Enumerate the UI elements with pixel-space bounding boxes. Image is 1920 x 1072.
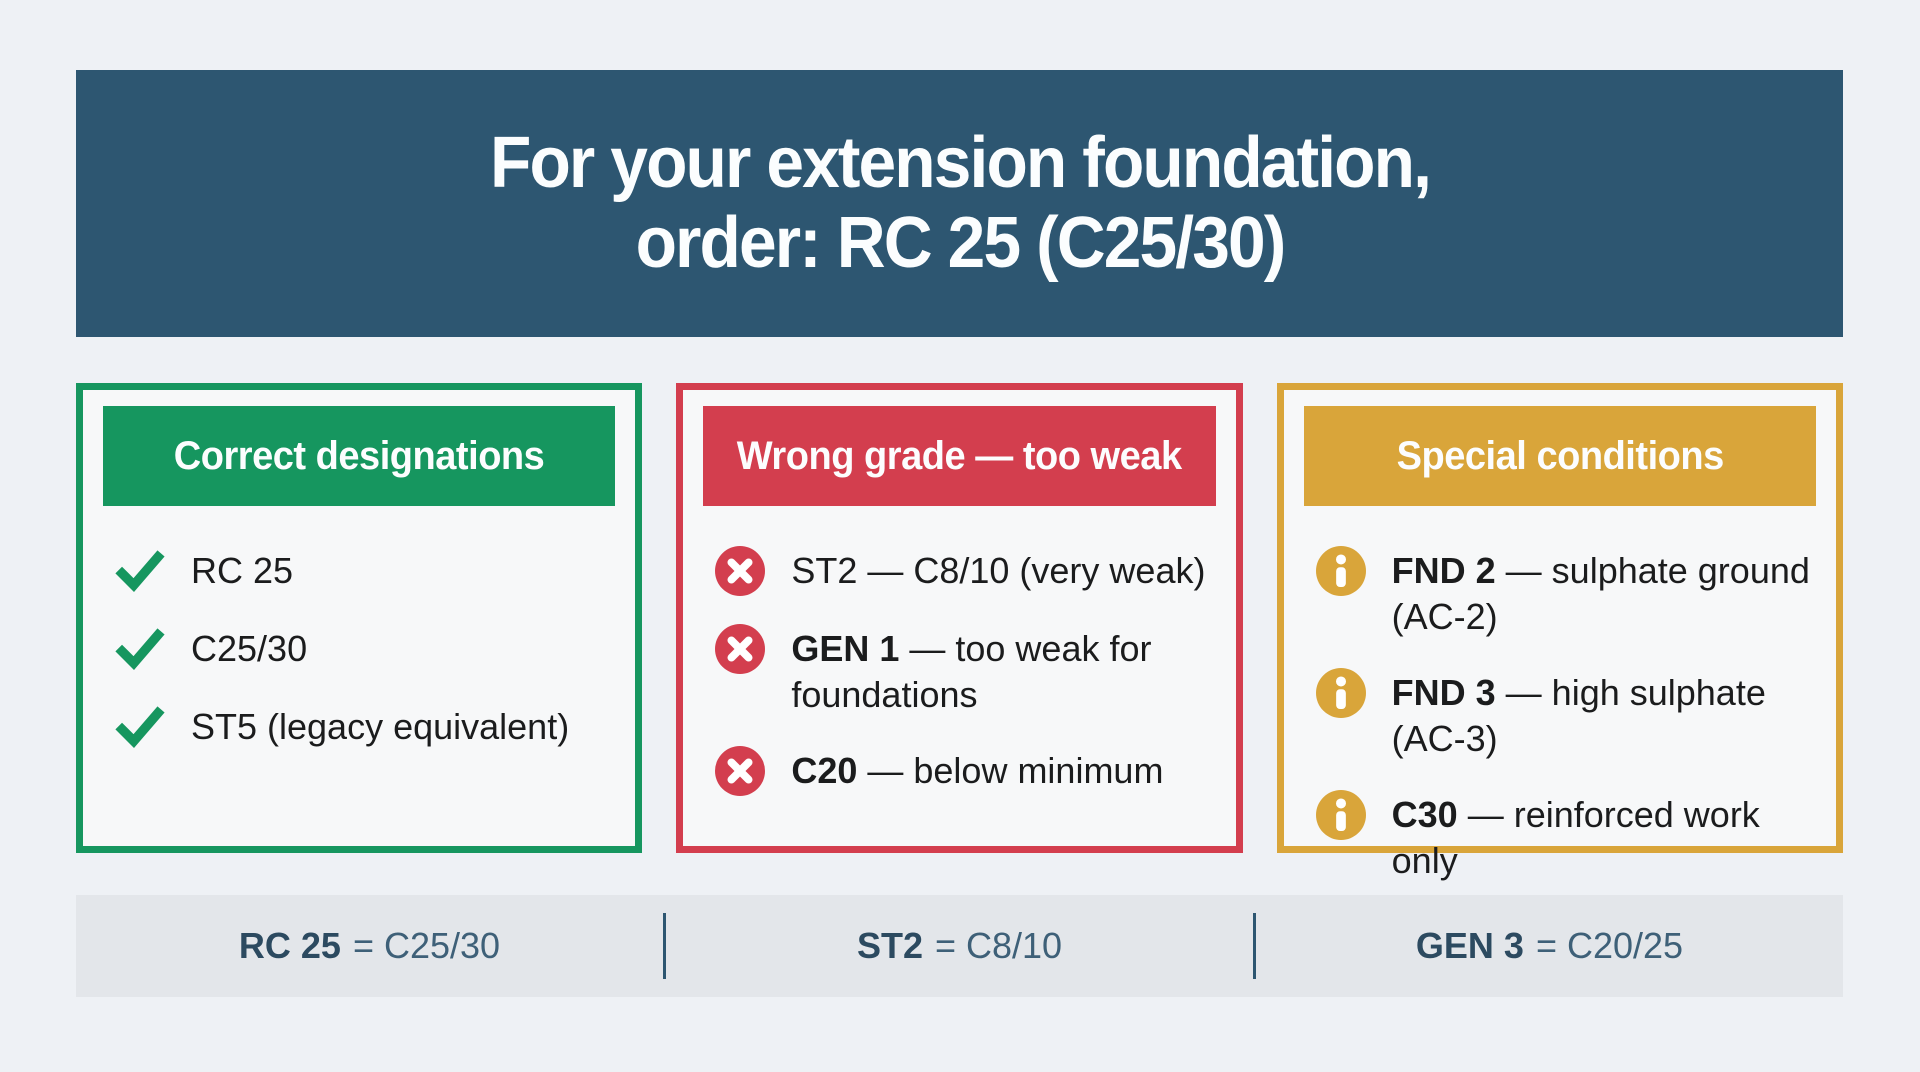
- card-wrong-header-label: Wrong grade — too weak: [737, 433, 1182, 478]
- item-label: C20 — below minimum: [791, 748, 1163, 794]
- page-title: For your extension foundation, order: RC…: [489, 123, 1432, 283]
- card-wrong-header: Wrong grade — too weak: [703, 406, 1216, 506]
- card-special-conditions: Special conditions FND 2 — sulphate grou…: [1276, 383, 1843, 881]
- list-item: GEN 1 — too weak for foundations: [715, 624, 1213, 718]
- equivalence-rc25: RC 25 = C25/30: [76, 895, 663, 997]
- info-icon: [1315, 790, 1366, 840]
- cross-icon: [715, 746, 766, 796]
- item-label: FND 3 — high sulphate (AC-3): [1392, 670, 1814, 762]
- check-icon: [115, 546, 165, 596]
- card-correct-header: Correct designations: [103, 406, 616, 506]
- item-text: — reinforced work only: [1391, 794, 1760, 881]
- item-term: C20: [791, 750, 858, 791]
- cross-icon: [715, 624, 766, 674]
- item-label: ST2 — C8/10 (very weak): [791, 548, 1205, 594]
- equivalence-value: = C25/30: [352, 925, 501, 966]
- item-term: FND 2: [1391, 550, 1496, 591]
- title-banner: For your extension foundation, order: RC…: [76, 70, 1843, 337]
- equivalence-value: = C20/25: [1535, 925, 1684, 966]
- equivalence-bar: RC 25 = C25/30 ST2 = C8/10 GEN 3 = C20/2…: [76, 895, 1843, 997]
- equivalence-term: GEN 3: [1415, 925, 1524, 966]
- check-icon: [115, 702, 165, 752]
- list-item: RC 25: [115, 548, 613, 596]
- item-label: C30 — reinforced work only: [1392, 792, 1814, 884]
- item-text: ST2 — C8/10 (very weak): [791, 550, 1206, 591]
- list-item: ST5 (legacy equivalent): [115, 704, 613, 752]
- list-item: C30 — reinforced work only: [1315, 790, 1814, 884]
- item-label: FND 2 — sulphate ground (AC-2): [1392, 548, 1814, 640]
- card-special-header-label: Special conditions: [1396, 433, 1724, 478]
- card-special-items: FND 2 — sulphate ground (AC-2) FND 3 — h…: [1304, 546, 1816, 884]
- list-item: C25/30: [115, 626, 613, 674]
- divider: [663, 913, 666, 979]
- info-icon: [1315, 546, 1366, 596]
- page-title-line1: For your extension foundation,: [489, 123, 1432, 204]
- cards-row: Correct designations RC 25 C25/30: [76, 383, 1843, 881]
- item-term: C30: [1391, 794, 1458, 835]
- list-item: ST2 — C8/10 (very weak): [715, 546, 1213, 596]
- equivalence-gen3: GEN 3 = C20/25: [1256, 895, 1843, 997]
- card-correct-designations: Correct designations RC 25 C25/30: [76, 383, 643, 853]
- item-label: GEN 1 — too weak for foundations: [791, 626, 1213, 718]
- equivalence-term: RC 25: [238, 925, 341, 966]
- card-special-header: Special conditions: [1303, 406, 1816, 506]
- card-wrong-items: ST2 — C8/10 (very weak) GEN 1 — too weak…: [703, 546, 1215, 796]
- item-label: RC 25: [191, 548, 293, 594]
- page-title-line2: order: RC 25 (C25/30): [635, 202, 1286, 283]
- card-correct-items: RC 25 C25/30 ST5 (legacy equivalent): [103, 548, 615, 752]
- check-icon: [115, 624, 165, 674]
- item-text: — sulphate ground (AC-2): [1391, 550, 1810, 637]
- item-term: GEN 1: [791, 628, 900, 669]
- list-item: FND 2 — sulphate ground (AC-2): [1315, 546, 1814, 640]
- item-text: — high sulphate (AC-3): [1391, 672, 1766, 759]
- item-term: FND 3: [1391, 672, 1496, 713]
- cross-icon: [715, 546, 766, 596]
- item-text: — too weak for foundations: [791, 628, 1152, 715]
- card-wrong-grade: Wrong grade — too weak ST2 — C8/10 (very…: [676, 383, 1243, 853]
- item-text: RC 25: [191, 550, 294, 591]
- divider: [1253, 913, 1256, 979]
- item-label: C25/30: [191, 626, 307, 672]
- item-text: C25/30: [191, 628, 308, 669]
- list-item: C20 — below minimum: [715, 746, 1213, 796]
- item-text: — below minimum: [857, 750, 1164, 791]
- item-label: ST5 (legacy equivalent): [191, 704, 569, 750]
- list-item: FND 3 — high sulphate (AC-3): [1315, 668, 1814, 762]
- card-correct-header-label: Correct designations: [173, 433, 545, 478]
- equivalence-term: ST2: [856, 925, 923, 966]
- equivalence-value: = C8/10: [934, 925, 1063, 966]
- info-icon: [1315, 668, 1366, 718]
- item-text: ST5 (legacy equivalent): [191, 706, 570, 747]
- equivalence-st2: ST2 = C8/10: [666, 895, 1253, 997]
